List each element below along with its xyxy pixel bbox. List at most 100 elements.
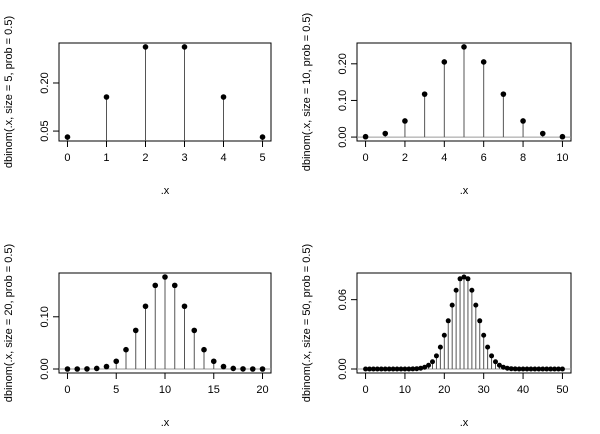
- data-point: [93, 365, 100, 372]
- data-point: [493, 359, 499, 365]
- plot-frame: [58, 42, 272, 142]
- data-point: [363, 366, 369, 372]
- data-point: [437, 344, 443, 350]
- data-point: [181, 44, 188, 50]
- data-point: [548, 366, 554, 372]
- data-point: [465, 276, 471, 282]
- y-axis-title: dbinom(.x, size = 50, prob = 0.5): [301, 244, 313, 402]
- x-tick-label: 40: [517, 384, 529, 396]
- panel-2: 0 2 4 6 8 10 0.00 0.10 0.20 .x dbinom(.x, size = 1…: [301, 13, 572, 197]
- data-point: [84, 366, 90, 372]
- data-point: [429, 359, 435, 365]
- data-point: [477, 318, 483, 324]
- data-point: [540, 366, 546, 372]
- x-tick-label: 4: [441, 152, 447, 164]
- data-point: [441, 332, 447, 338]
- data-point: [142, 303, 149, 310]
- data-point: [171, 282, 178, 289]
- data-point: [382, 130, 389, 137]
- data-point: [210, 358, 217, 365]
- data-point: [220, 363, 227, 370]
- data-point: [445, 318, 451, 324]
- y-axis-title: dbinom(.x, size = 20, prob = 0.5): [3, 244, 15, 402]
- data-point: [504, 365, 510, 371]
- data-point: [390, 366, 396, 372]
- data-point: [362, 133, 369, 140]
- panel-1: 0 1 2 3 4 5 0.05 0.20 .x dbinom(.x, size = 5, pro…: [3, 16, 272, 197]
- data-point: [426, 362, 432, 368]
- x-tick-label: 10: [556, 152, 568, 164]
- data-point: [402, 366, 408, 372]
- panel-4: 0 10 20 30 40 50 0.00 0.06 .x dbinom(.x, size = 5…: [301, 244, 572, 429]
- data-point: [544, 366, 550, 372]
- x-tick-label: 1: [103, 152, 109, 164]
- x-tick-label: 15: [208, 384, 220, 396]
- data-point: [496, 362, 502, 368]
- x-tick-label: 10: [159, 384, 171, 396]
- data-point: [422, 364, 428, 370]
- x-axis-title: .x: [460, 417, 469, 429]
- y-tick-label: 0.10: [337, 90, 349, 111]
- data-point: [469, 287, 475, 293]
- data-point: [366, 366, 372, 372]
- data-point: [378, 366, 384, 372]
- data-point: [259, 366, 266, 372]
- x-axis-title: .x: [460, 185, 469, 197]
- x-tick-label: 2: [402, 152, 408, 164]
- data-point: [406, 366, 412, 372]
- data-point: [449, 302, 455, 308]
- data-point: [520, 118, 526, 124]
- x-axis-title: .x: [161, 417, 170, 429]
- data-point: [485, 344, 491, 350]
- data-point: [201, 346, 207, 353]
- data-point: [132, 327, 139, 334]
- data-point: [386, 366, 392, 372]
- y-tick-label: 0.20: [39, 72, 51, 93]
- x-tick-label: 3: [181, 152, 187, 164]
- x-tick-label: 30: [478, 384, 490, 396]
- data-point: [103, 363, 110, 370]
- x-tick-label: 20: [256, 384, 268, 396]
- x-axis-title: .x: [161, 185, 170, 197]
- x-tick-label: 0: [362, 384, 368, 396]
- data-point: [402, 118, 408, 124]
- data-point: [382, 366, 388, 372]
- data-point: [453, 287, 459, 293]
- data-point: [370, 366, 376, 372]
- data-point: [398, 366, 404, 372]
- data-point: [441, 59, 448, 65]
- data-point: [461, 274, 467, 280]
- data-point: [559, 366, 565, 372]
- x-tick-label: 50: [556, 384, 568, 396]
- plot-frame: [356, 272, 572, 374]
- data-point: [142, 44, 149, 50]
- x-tick-label: 2: [142, 152, 148, 164]
- x-tick-label: 8: [520, 152, 526, 164]
- x-tick-label: 0: [362, 152, 368, 164]
- data-point: [374, 366, 380, 372]
- x-tick-label: 5: [259, 152, 265, 164]
- data-point: [181, 303, 188, 310]
- y-axis-title: dbinom(.x, size = 5, prob = 0.5): [3, 16, 15, 168]
- y-tick-label: 0.10: [39, 306, 51, 327]
- data-point: [123, 346, 129, 353]
- data-point: [74, 366, 81, 372]
- data-point: [421, 91, 428, 97]
- data-point: [113, 358, 120, 365]
- data-point: [536, 366, 542, 372]
- data-point: [64, 366, 71, 372]
- x-tick-label: 0: [64, 152, 70, 164]
- data-point: [249, 366, 256, 372]
- data-point: [500, 91, 507, 97]
- data-point: [457, 276, 463, 282]
- y-tick-label: 0.00: [337, 126, 349, 147]
- y-tick-label: 0.00: [337, 358, 349, 379]
- x-tick-label: 4: [220, 152, 226, 164]
- data-point: [433, 353, 439, 359]
- data-point: [528, 366, 534, 372]
- data-point: [500, 364, 506, 370]
- data-point: [480, 59, 487, 65]
- data-point: [103, 94, 110, 100]
- y-axis-title: dbinom(.x, size = 10, prob = 0.5): [301, 13, 313, 171]
